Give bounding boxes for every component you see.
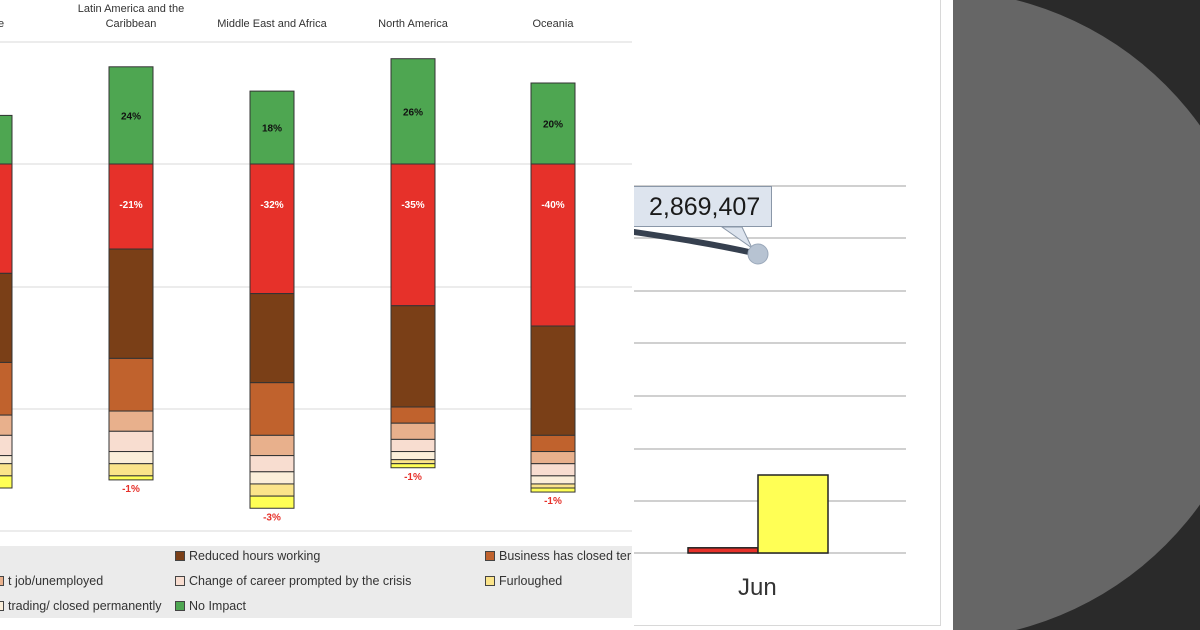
legend-swatch <box>485 575 495 586</box>
chart-legend: Reduced hours working Business has closed… <box>0 546 632 618</box>
category-label: North America <box>378 18 449 30</box>
legend-swatch <box>0 575 4 586</box>
data-label: -21% <box>119 200 142 211</box>
bar-segment <box>530 325 576 436</box>
legend-swatch <box>175 550 185 561</box>
bar-segment <box>530 434 576 453</box>
legend-item: Business has closed ter <box>485 549 631 563</box>
legend-item: trading/ closed permanently <box>0 599 162 613</box>
legend-item: Furloughed <box>485 574 562 588</box>
bar-segment <box>390 459 436 465</box>
data-label: 20% <box>543 120 563 131</box>
data-point-marker <box>747 243 769 265</box>
bar <box>687 547 759 554</box>
bar-segment <box>249 382 295 436</box>
legend-item: Change of career prompted by the crisis <box>175 574 411 588</box>
legend-label: Furloughed <box>499 574 563 588</box>
bar-segment <box>249 455 295 473</box>
data-label: -1% <box>404 472 422 483</box>
bar-segment <box>390 438 436 453</box>
legend-item: t job/unemployed <box>0 574 103 588</box>
bar-segment <box>249 483 295 497</box>
legend-item: Reduced hours working <box>175 549 320 563</box>
bar-segment <box>530 487 576 493</box>
bar-segment <box>390 463 436 469</box>
bar-segment <box>0 163 13 274</box>
legend-label: Reduced hours working <box>189 549 321 563</box>
bar-segment <box>108 410 154 432</box>
category-label: Oceania <box>533 18 575 30</box>
bar-segment <box>530 463 576 477</box>
bar <box>757 474 829 554</box>
data-label: 26% <box>403 107 423 118</box>
bar-segment <box>0 434 13 457</box>
data-label: -32% <box>260 200 283 211</box>
legend-label: t job/unemployed <box>8 574 104 588</box>
bar-segment <box>0 463 13 477</box>
bar-segment <box>108 430 154 453</box>
bar-segment <box>530 451 576 465</box>
data-callout-label: 2,869,407 <box>634 186 772 227</box>
legend-swatch <box>0 600 4 611</box>
stacked-bar-chart: urope%Latin America and theCaribbean24%-… <box>0 3 632 532</box>
legend-item: No Impact <box>175 599 246 613</box>
legend-swatch <box>485 550 495 561</box>
bar-segment <box>0 475 13 489</box>
data-label: 18% <box>262 124 282 135</box>
bar-segment <box>390 163 436 307</box>
bar-segment-no-impact <box>530 82 576 165</box>
data-label: -35% <box>401 200 424 211</box>
legend-label: Change of career prompted by the crisis <box>189 574 412 588</box>
data-label: 24% <box>121 111 141 122</box>
data-label: -1% <box>544 496 562 507</box>
decorative-panel <box>941 0 1200 630</box>
bar-segment <box>108 475 154 481</box>
decorative-circle <box>941 0 1200 630</box>
bar-segment <box>0 272 13 363</box>
bar-segment <box>108 463 154 477</box>
x-axis-tick-label: Jun <box>738 574 777 601</box>
panel-divider <box>941 0 953 630</box>
category-label: Middle East and Africa <box>217 18 327 30</box>
category-label: urope <box>0 18 4 30</box>
bar-segment-no-impact <box>249 90 295 165</box>
bar-segment <box>0 361 13 416</box>
bar-segment <box>249 495 295 509</box>
callout-pointer <box>720 226 754 250</box>
legend-swatch <box>175 575 185 586</box>
bar-segment-no-impact <box>390 58 436 165</box>
legend-swatch <box>175 600 185 611</box>
category-label: Latin America and the <box>78 3 184 15</box>
bar-segment <box>0 455 13 465</box>
bar-segment <box>249 471 295 485</box>
data-label: -40% <box>541 200 564 211</box>
bar-segment <box>0 414 13 436</box>
bar-segment-no-impact <box>108 66 154 165</box>
data-label: -1% <box>122 484 140 495</box>
bar-segment <box>249 293 295 384</box>
legend-label: No Impact <box>189 599 246 613</box>
stacked-bar-chart-panel: urope%Latin America and theCaribbean24%-… <box>0 3 632 618</box>
bar-segment <box>390 406 436 424</box>
line-bar-chart <box>634 185 906 554</box>
bar-segment <box>390 422 436 440</box>
legend-label: Business has closed ter <box>499 549 632 563</box>
data-label: -3% <box>263 512 281 523</box>
bar-segment <box>108 357 154 412</box>
bar-segment <box>530 475 576 485</box>
legend-label: trading/ closed permanently <box>8 599 162 613</box>
bar-segment <box>108 248 154 359</box>
category-label: Caribbean <box>106 18 157 30</box>
bar-segment <box>249 163 295 295</box>
bar-segment <box>530 483 576 489</box>
bar-segment-no-impact <box>0 114 13 165</box>
line-bar-chart-panel: 2,869,407 Jun <box>634 0 941 626</box>
bar-segment <box>108 451 154 465</box>
bar-segment <box>530 163 576 327</box>
series-line <box>634 229 761 257</box>
bar-segment <box>390 305 436 408</box>
bar-segment <box>390 451 436 461</box>
bar-segment <box>249 434 295 457</box>
